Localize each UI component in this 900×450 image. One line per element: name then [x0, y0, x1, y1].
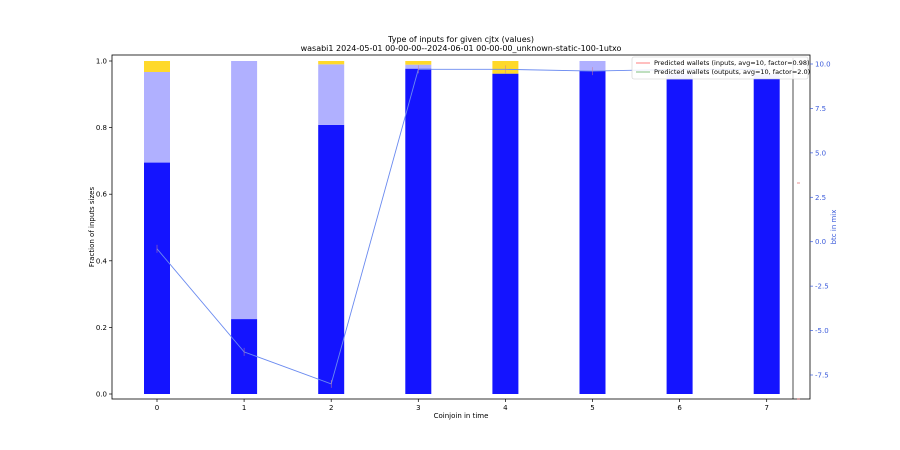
bar-segment: [579, 61, 606, 71]
bar-segment: [753, 78, 780, 394]
y2-tick-label: 5.0: [815, 149, 826, 157]
bar-segment: [144, 61, 170, 72]
y2-tick-label: -5.0: [815, 327, 829, 335]
y-tick-label: 0.4: [96, 257, 108, 265]
legend-label-inputs: Predicted wallets (inputs, avg=10, facto…: [654, 59, 810, 67]
bar-segment: [144, 71, 170, 163]
y2-tick-label: -2.5: [815, 283, 829, 291]
bar-segment: [231, 61, 258, 320]
y2-tick-label: -7.5: [815, 372, 829, 380]
y-tick-label: 0.6: [96, 191, 108, 199]
x-tick-label: 4: [503, 404, 508, 412]
bar-segment: [318, 64, 345, 125]
chart-title: Type of inputs for given cjtx (values): [387, 35, 534, 44]
x-tick-label: 2: [329, 404, 333, 412]
legend-box: [631, 56, 809, 80]
y-ticks: 0.0 0.2 0.4 0.6 0.8 1.0: [96, 58, 112, 399]
bar-segment: [144, 162, 170, 394]
bar-segment: [318, 124, 345, 394]
y-axis-label: Fraction of inputs sizes: [88, 187, 96, 268]
y2-axis-label: btc in mix: [830, 210, 838, 245]
bar-segment: [231, 319, 258, 394]
y-tick-label: 0.2: [96, 324, 107, 332]
x-tick-label: 7: [764, 404, 768, 412]
chart-subtitle: wasabi1 2024-05-01 00-00-00--2024-06-01 …: [301, 44, 622, 53]
x-ticks: 0 1 2 3 4 5 6 7: [155, 399, 769, 412]
bar-segment: [405, 68, 432, 394]
y2-tick-label: 7.5: [815, 105, 826, 113]
bar-segment: [318, 61, 345, 65]
x-tick-label: 0: [155, 404, 159, 412]
x-axis-label: Coinjoin in time: [434, 412, 489, 420]
y2-tick-label: 2.5: [815, 194, 826, 202]
y-tick-label: 1.0: [96, 58, 107, 66]
x-tick-label: 1: [242, 404, 246, 412]
secondary-markers: [797, 61, 800, 400]
bar-segment: [579, 70, 606, 395]
bar-segment: [405, 61, 432, 65]
bar-segment: [492, 73, 519, 395]
legend-label-outputs: Predicted wallets (outputs, avg=10, fact…: [654, 68, 810, 76]
y2-tick-label: 10.0: [815, 61, 831, 69]
y2-tick-label: 0.0: [815, 238, 826, 246]
x-tick-label: 3: [416, 404, 420, 412]
y-tick-label: 0.8: [96, 124, 107, 132]
bars-layer: [144, 61, 780, 395]
y-tick-label: 0.0: [96, 391, 107, 399]
x-tick-label: 6: [677, 404, 682, 412]
bar-segment: [666, 79, 693, 394]
y2-ticks: -7.5 -5.0 -2.5 0.0 2.5 5.0 7.5 10.0: [810, 61, 831, 380]
x-tick-label: 5: [590, 404, 594, 412]
plot-frame: [111, 54, 811, 400]
legend: Predicted wallets (inputs, avg=10, facto…: [631, 56, 810, 80]
